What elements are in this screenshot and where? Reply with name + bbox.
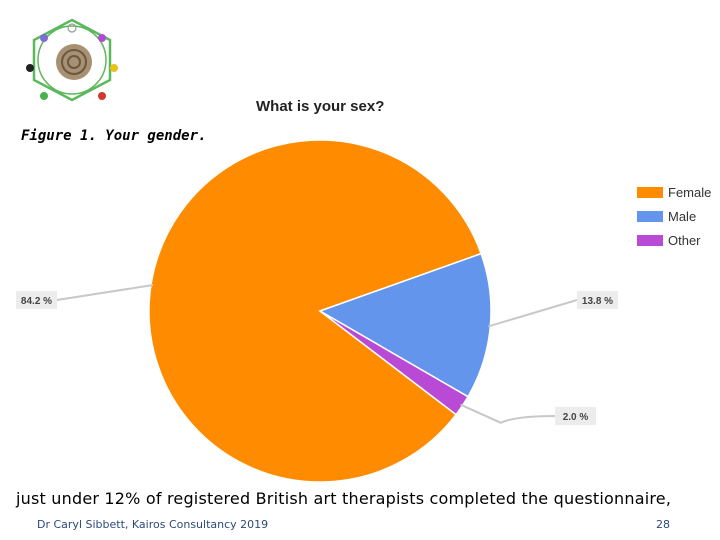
leader-line-male <box>488 299 578 328</box>
figure-caption: Figure 1. Your gender. <box>21 128 207 144</box>
leader-line-other <box>460 403 556 424</box>
legend-label-other: Other <box>668 232 701 248</box>
data-label-box-female <box>16 291 57 309</box>
data-label-box-other <box>555 407 596 425</box>
chart-legend: Female Male Other <box>637 180 711 252</box>
legend-label-female: Female <box>668 184 712 200</box>
legend-item-female: Female <box>637 180 711 204</box>
data-label-box-male <box>577 291 618 309</box>
footer-author: Dr Caryl Sibbett, Kairos Consultancy 201… <box>37 518 269 531</box>
legend-item-male: Male <box>637 204 711 228</box>
page-number: 28 <box>656 518 670 531</box>
legend-item-other: Other <box>637 228 711 252</box>
kairos-logo <box>26 18 118 102</box>
chart-title: What is your sex? <box>256 98 385 115</box>
data-label-other: 2.0 % <box>563 412 589 423</box>
data-label-male: 13.8 % <box>582 296 613 307</box>
legend-swatch-other <box>637 234 663 246</box>
legend-swatch-female <box>637 186 663 198</box>
legend-swatch-male <box>637 210 663 222</box>
legend-label-male: Male <box>668 208 697 224</box>
data-label-female: 84.2 % <box>21 296 52 307</box>
body-text: just under 12% of registered British art… <box>16 489 672 508</box>
leader-line-female <box>56 284 154 301</box>
